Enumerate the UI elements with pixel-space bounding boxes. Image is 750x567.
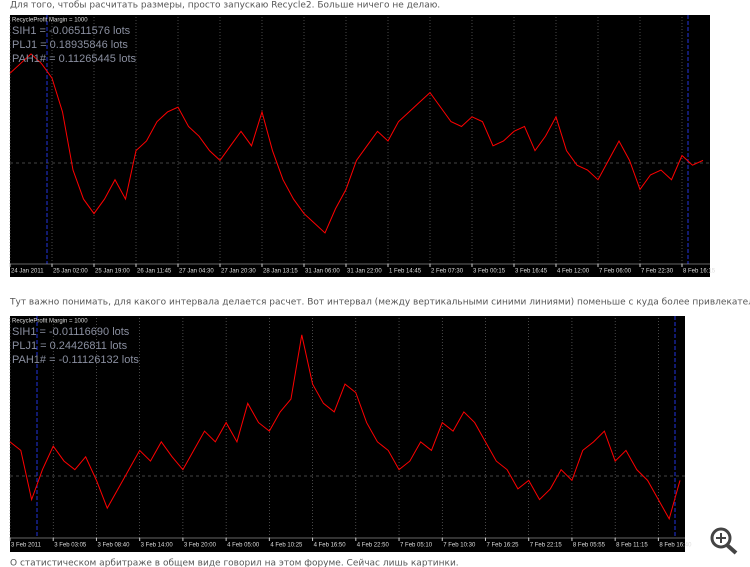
x-tick-label: 27 Jan 20:30 <box>221 269 256 275</box>
x-tick-label: 28 Jan 13:15 <box>263 269 298 275</box>
zoom-icon[interactable] <box>710 527 738 555</box>
x-tick-label: 7 Feb 05:10 <box>400 543 433 549</box>
x-tick-label: 3 Feb 2011 <box>11 543 42 549</box>
x-tick-label: 8 Feb 11:15 <box>616 543 648 549</box>
x-tick-label: 8 Feb 16:40 <box>659 543 692 549</box>
chart: 3 Feb 2011 3 Feb 03:05 3 Feb 08:40 3 Feb 14… <box>9 316 692 552</box>
annotation: PAH1# = -0.11126132 lots <box>12 354 139 366</box>
annotation: SIH1 = -0.06511576 lots <box>12 25 131 37</box>
x-tick-label: 3 Feb 20:00 <box>184 543 217 549</box>
annotation: PLJ1 = 0.24426811 lots <box>12 340 128 352</box>
chart-title: RecycleProfit Margin = 1000 <box>12 18 88 24</box>
x-tick-label: 7 Feb 06:00 <box>599 269 632 275</box>
x-tick-label: 27 Jan 04:30 <box>179 269 214 275</box>
x-tick-label: 3 Feb 16:45 <box>515 269 548 275</box>
x-tick-label: 4 Feb 12:00 <box>557 269 590 275</box>
data-line <box>9 53 704 234</box>
x-tick-label: 4 Feb 05:00 <box>227 543 260 549</box>
x-tick-label: 26 Jan 11:45 <box>137 269 172 275</box>
paragraph: Тут важно понимать, для какого интервала… <box>9 298 750 308</box>
chart: 24 Jan 2011 25 Jan 02:00 25 Jan 19:00 26 Ja… <box>9 15 716 277</box>
x-tick-label: 8 Feb 05:55 <box>573 543 606 549</box>
x-tick-label: 8 Feb 16:15 <box>683 269 716 275</box>
data-line <box>9 334 681 521</box>
annotation: SIH1 = -0.01116690 lots <box>12 326 130 338</box>
x-tick-label: 25 Jan 19:00 <box>95 269 130 275</box>
chart-background <box>10 316 685 552</box>
annotation: PLJ1 = 0.18935846 lots <box>12 39 128 51</box>
x-tick-label: 24 Jan 2011 <box>11 269 44 275</box>
x-tick-label: 7 Feb 16:25 <box>486 543 519 549</box>
chart-title: RecycleProfit Margin = 1000 <box>12 319 88 325</box>
x-tick-label: 25 Jan 02:00 <box>53 269 88 275</box>
x-tick-label: 4 Feb 22:50 <box>357 543 390 549</box>
x-tick-label: 4 Feb 10:25 <box>270 543 303 549</box>
x-tick-label: 3 Feb 03:05 <box>54 543 87 549</box>
chart-background <box>10 15 710 277</box>
x-tick-label: 7 Feb 22:15 <box>530 543 563 549</box>
x-tick-label: 3 Feb 08:40 <box>97 543 130 549</box>
x-tick-label: 2 Feb 07:30 <box>431 269 464 275</box>
x-tick-label: 1 Feb 14:45 <box>389 269 422 275</box>
x-tick-label: 4 Feb 16:50 <box>314 543 347 549</box>
annotation: PAH1# = 0.11265445 lots <box>12 53 137 65</box>
x-tick-label: 3 Feb 14:00 <box>141 543 174 549</box>
x-tick-label: 31 Jan 22:00 <box>347 269 382 275</box>
x-tick-label: 7 Feb 22:30 <box>641 269 674 275</box>
paragraph: Для того, чтобы расчитать размеры, прост… <box>10 1 440 11</box>
x-tick-label: 3 Feb 00:15 <box>473 269 506 275</box>
x-tick-label: 7 Feb 10:30 <box>443 543 476 549</box>
paragraph: О статистическом арбитраже в общем виде … <box>10 559 459 567</box>
x-tick-label: 31 Jan 06:00 <box>305 269 340 275</box>
